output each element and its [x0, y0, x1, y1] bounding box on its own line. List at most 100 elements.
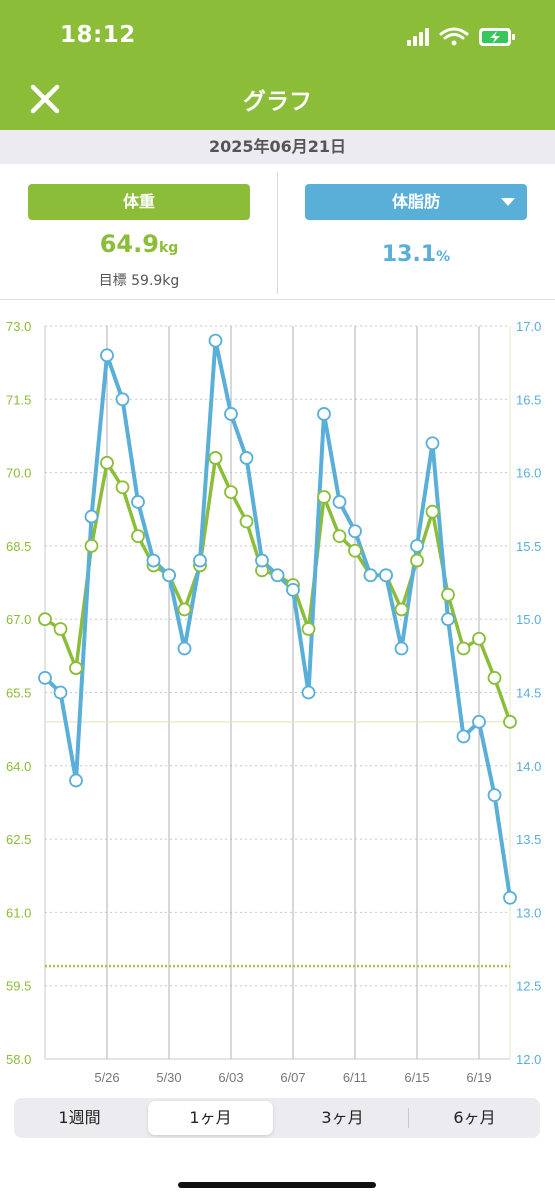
- y-right-tick-label: 15.0: [516, 612, 541, 627]
- y-left-tick-label: 64.0: [6, 759, 31, 774]
- tab-1-month[interactable]: 1ヶ月: [148, 1101, 273, 1135]
- fat-point: [332, 495, 347, 509]
- fat-point: [425, 436, 440, 451]
- y-right-tick-label: 16.5: [516, 392, 541, 407]
- fat-point: [410, 538, 424, 553]
- weight-button[interactable]: 体重: [28, 184, 250, 220]
- y-left-tick-label: 59.5: [6, 979, 31, 994]
- tab-3-months[interactable]: 3ヶ月: [321, 1108, 364, 1127]
- x-tick-label: 5/26: [94, 1070, 119, 1085]
- fat-point: [379, 568, 393, 583]
- signal-icon: [407, 28, 429, 46]
- fat-point: [193, 553, 207, 568]
- fat-point: [100, 348, 114, 363]
- weight-point: [84, 538, 99, 553]
- y-right-tick-label: 17.0: [516, 319, 541, 334]
- fat-point: [239, 451, 254, 465]
- fat-point: [270, 568, 285, 583]
- fat-point: [503, 890, 517, 905]
- fat-point: [472, 714, 486, 729]
- fat-point: [301, 685, 316, 700]
- fat-point: [162, 568, 176, 583]
- weight-unit: kg: [158, 240, 179, 256]
- tab-1-week[interactable]: 1週間: [58, 1108, 101, 1127]
- battery-icon: [479, 28, 515, 46]
- y-right-tick-label: 16.0: [516, 466, 541, 481]
- body-fat-dropdown[interactable]: 体脂肪: [305, 184, 527, 220]
- page-title: グラフ: [243, 89, 312, 115]
- weight-point: [456, 641, 471, 656]
- fat-unit: %: [436, 249, 451, 265]
- weight-point: [131, 529, 145, 544]
- weight-number: 64.9: [99, 230, 159, 258]
- close-button[interactable]: [28, 82, 62, 116]
- fat-point: [317, 407, 331, 421]
- chevron-down-icon: [501, 198, 515, 206]
- fat-point: [363, 568, 378, 583]
- y-right-tick-label: 14.5: [516, 686, 541, 701]
- x-tick-label: 6/15: [404, 1070, 429, 1085]
- fat-point: [115, 392, 130, 407]
- y-right-tick-label: 12.5: [516, 979, 541, 994]
- weight-point: [441, 587, 455, 602]
- weight-point: [224, 485, 238, 500]
- summary-panel: 体重 64.9kg 目標 59.9kg 体脂肪 13.1%: [0, 164, 555, 300]
- fat-point: [38, 670, 52, 685]
- fat-point: [456, 729, 471, 744]
- y-right-tick-label: 12.0: [516, 1052, 541, 1067]
- x-tick-label: 6/11: [343, 1070, 367, 1085]
- weight-point: [503, 714, 517, 729]
- date-bar: 2025年06月21日: [0, 130, 555, 164]
- status-icons: [407, 25, 519, 49]
- fat-point: [487, 788, 502, 803]
- weight-fat-chart[interactable]: 58.0 12.0 59.5 12.5 61.0 13.0 62.5 13.5 64.0 14.0…: [0, 305, 555, 1095]
- weight-point: [301, 622, 316, 636]
- summary-divider: [277, 172, 278, 294]
- weight-point: [487, 670, 502, 685]
- fat-point: [441, 612, 455, 627]
- y-right-tick-label: 15.5: [516, 539, 541, 554]
- close-icon: [30, 84, 60, 114]
- home-indicator: [178, 1182, 376, 1188]
- weight-point: [69, 661, 83, 675]
- weight-point: [38, 612, 52, 627]
- status-time: 18:12: [60, 22, 136, 48]
- body-fat-label: 体脂肪: [391, 192, 440, 211]
- weight-point: [53, 622, 68, 636]
- fat-point: [224, 407, 238, 421]
- fat-point: [131, 495, 145, 509]
- fat-point: [69, 773, 83, 788]
- weight-point: [472, 631, 486, 646]
- fat-point: [84, 509, 99, 524]
- weight-point: [100, 455, 114, 470]
- y-left-tick-label: 65.5: [6, 686, 31, 701]
- x-tick-label: 6/03: [218, 1070, 243, 1085]
- weight-value: 64.9kg: [28, 230, 250, 258]
- weight-point: [410, 553, 424, 568]
- x-tick-label: 6/19: [466, 1070, 491, 1085]
- tab-separator: [408, 1108, 409, 1128]
- y-left-tick-label: 70.0: [6, 466, 31, 481]
- fat-point: [53, 685, 68, 700]
- y-right-tick-label: 13.0: [516, 905, 541, 920]
- fat-point: [255, 553, 269, 568]
- weight-point: [208, 451, 223, 465]
- weight-point: [394, 602, 409, 617]
- app-header: 18:12 グラフ: [0, 0, 555, 130]
- y-right-tick-label: 14.0: [516, 759, 541, 774]
- weight-goal: 目標 59.9kg: [98, 273, 180, 289]
- y-left-tick-label: 73.0: [6, 319, 31, 334]
- wifi-icon: [439, 27, 469, 46]
- tab-6-months[interactable]: 6ヶ月: [453, 1108, 496, 1127]
- fat-point: [394, 641, 409, 656]
- y-left-tick-label: 62.5: [6, 832, 31, 847]
- y-left-tick-label: 68.5: [6, 539, 31, 554]
- y-left-tick-label: 58.0: [6, 1052, 31, 1067]
- weight-point: [317, 490, 331, 504]
- fat-value: 13.1%: [305, 242, 527, 267]
- fat-point: [146, 553, 161, 568]
- fat-point: [348, 524, 362, 539]
- weight-point: [239, 514, 254, 529]
- weight-point: [115, 480, 130, 495]
- chart-svg[interactable]: 58.0 12.0 59.5 12.5 61.0 13.0 62.5 13.5 64.0 14.0…: [0, 305, 555, 1095]
